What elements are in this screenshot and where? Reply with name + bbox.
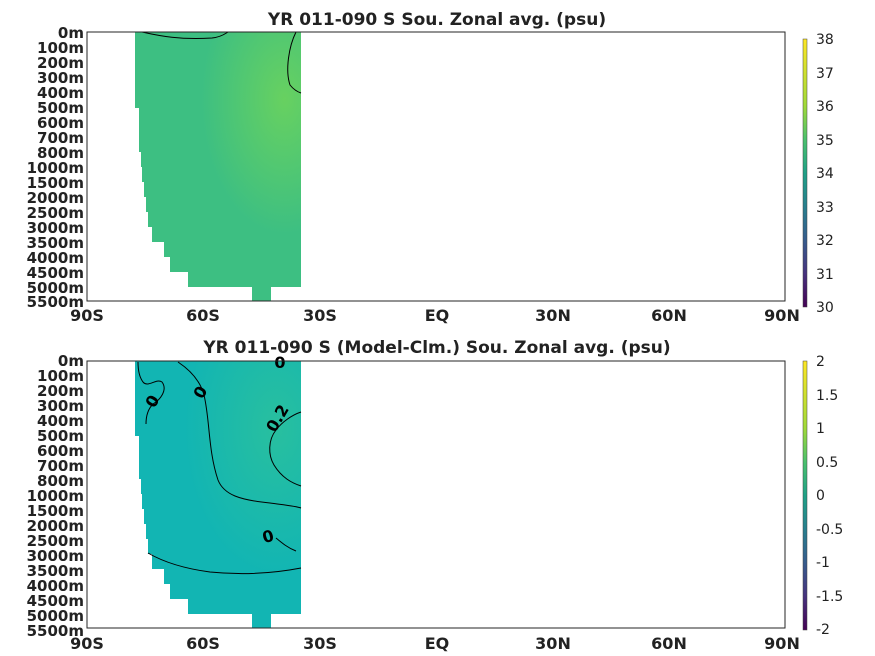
y-tick-label: 600m (37, 442, 84, 460)
y-tick-label: 1000m (27, 487, 84, 505)
colorbar-tick-label: 34 (816, 166, 834, 182)
y-tick-label: 1500m (27, 174, 84, 192)
y-tick-label: 200m (37, 382, 84, 400)
x-tick-label: 60N (651, 306, 687, 325)
y-tick-label: 1500m (27, 502, 84, 520)
y-tick-label: 3000m (27, 219, 84, 237)
y-axis: 0m 100m 200m 300m 400m 500m 600m 700m 80… (27, 24, 84, 311)
panel-title: YR 011-090 S Sou. Zonal avg. (psu) (267, 10, 606, 30)
y-tick-label: 2500m (27, 204, 84, 222)
y-axis: 0m 100m 200m 300m 400m 500m 600m 700m 80… (27, 352, 84, 640)
y-tick-label: 500m (37, 427, 84, 445)
plot-frame (86, 31, 786, 302)
colorbar-gradient (802, 360, 808, 631)
salinity-high-region (135, 32, 301, 301)
colorbar-tick-label: -1 (816, 555, 830, 571)
panel-title: YR 011-090 S (Model-Clm.) Sou. Zonal avg… (202, 338, 670, 358)
colorbar-gradient (802, 38, 808, 308)
y-tick-label: 300m (37, 69, 84, 87)
field: 0 0 0 0.2 0 (135, 353, 302, 628)
colorbar-tick-label: 38 (816, 32, 834, 48)
contour-line (147, 552, 302, 575)
y-tick-label: 2000m (27, 517, 84, 535)
y-tick-label: 100m (37, 39, 84, 57)
y-tick-label: 300m (37, 397, 84, 415)
y-tick-label: 3500m (27, 562, 84, 580)
x-tick-label: 60S (186, 634, 220, 653)
x-tick-label: EQ (425, 306, 450, 325)
x-tick-label: 90S (70, 634, 104, 653)
x-tick-label: 30S (303, 634, 337, 653)
panel-salinity-anomaly: YR 011-090 S (Model-Clm.) Sou. Zonal avg… (27, 338, 844, 653)
plot-frame (86, 360, 786, 629)
y-tick-label: 700m (37, 129, 84, 147)
y-tick-label: 0m (58, 24, 84, 42)
contour-line (275, 537, 297, 552)
y-tick-label: 5000m (27, 279, 84, 297)
y-tick-label: 600m (37, 114, 84, 132)
contour-line (287, 31, 302, 94)
colorbar-tick-label: 32 (816, 233, 834, 249)
y-tick-label: 2500m (27, 532, 84, 550)
y-tick-label: 0m (58, 352, 84, 370)
colorbar-tick-label: 0 (816, 488, 825, 504)
y-tick-label: 100m (37, 367, 84, 385)
y-tick-label: 800m (37, 144, 84, 162)
colorbar-tick-label: 30 (816, 300, 834, 316)
colorbar-tick-label: 1 (816, 421, 825, 437)
contour-line (177, 361, 302, 509)
x-tick-label: 90N (764, 306, 800, 325)
y-tick-label: 800m (37, 472, 84, 490)
colorbar: 2 1.5 1 0.5 0 -0.5 -1 -1.5 -2 (802, 354, 843, 638)
contour-line (269, 411, 302, 487)
anomaly-positive-region (135, 361, 301, 628)
x-axis: 90S 60S 30S EQ 30N 60N 90N (70, 306, 800, 325)
y-tick-label: 400m (37, 412, 84, 430)
contour-label: 0 (274, 353, 285, 372)
colorbar-tick-label: 31 (816, 267, 834, 283)
colorbar-tick-label: 33 (816, 200, 834, 216)
colorbar-tick-label: 2 (816, 354, 825, 370)
y-tick-label: 200m (37, 54, 84, 72)
x-tick-label: 90S (70, 306, 104, 325)
y-tick-label: 5500m (27, 622, 84, 640)
y-tick-label: 4500m (27, 264, 84, 282)
colorbar-tick-label: 1.5 (816, 388, 838, 404)
x-tick-label: 60S (186, 306, 220, 325)
x-tick-label: 30N (535, 634, 571, 653)
y-tick-label: 700m (37, 457, 84, 475)
y-tick-label: 400m (37, 84, 84, 102)
colorbar-tick-label: -2 (816, 622, 830, 638)
x-tick-label: 90N (764, 634, 800, 653)
contour-label: 0 (260, 526, 276, 547)
x-tick-label: EQ (425, 634, 450, 653)
contour-line (141, 31, 229, 40)
colorbar: 38 37 36 35 34 33 32 31 30 (802, 32, 834, 316)
x-axis: 90S 60S 30S EQ 30N 60N 90N (70, 634, 800, 653)
y-tick-label: 3500m (27, 234, 84, 252)
contour-line (137, 361, 165, 425)
x-tick-label: 30S (303, 306, 337, 325)
x-tick-label: 60N (651, 634, 687, 653)
y-tick-label: 2000m (27, 189, 84, 207)
y-tick-label: 5000m (27, 607, 84, 625)
colorbar-tick-label: -1.5 (816, 589, 843, 605)
panel-salinity: YR 011-090 S Sou. Zonal avg. (psu) 0m 10… (27, 10, 834, 325)
colorbar-tick-label: 0.5 (816, 455, 838, 471)
y-tick-label: 4500m (27, 592, 84, 610)
colorbar-tick-label: 37 (816, 66, 834, 82)
y-tick-label: 1000m (27, 159, 84, 177)
y-tick-label: 4000m (27, 577, 84, 595)
y-tick-label: 5500m (27, 293, 84, 311)
x-tick-label: 30N (535, 306, 571, 325)
colorbar-tick-label: 35 (816, 133, 834, 149)
y-tick-label: 500m (37, 99, 84, 117)
y-tick-label: 3000m (27, 547, 84, 565)
field (135, 31, 302, 301)
y-tick-label: 4000m (27, 249, 84, 267)
colorbar-tick-label: 36 (816, 99, 834, 115)
colorbar-tick-label: -0.5 (816, 522, 843, 538)
